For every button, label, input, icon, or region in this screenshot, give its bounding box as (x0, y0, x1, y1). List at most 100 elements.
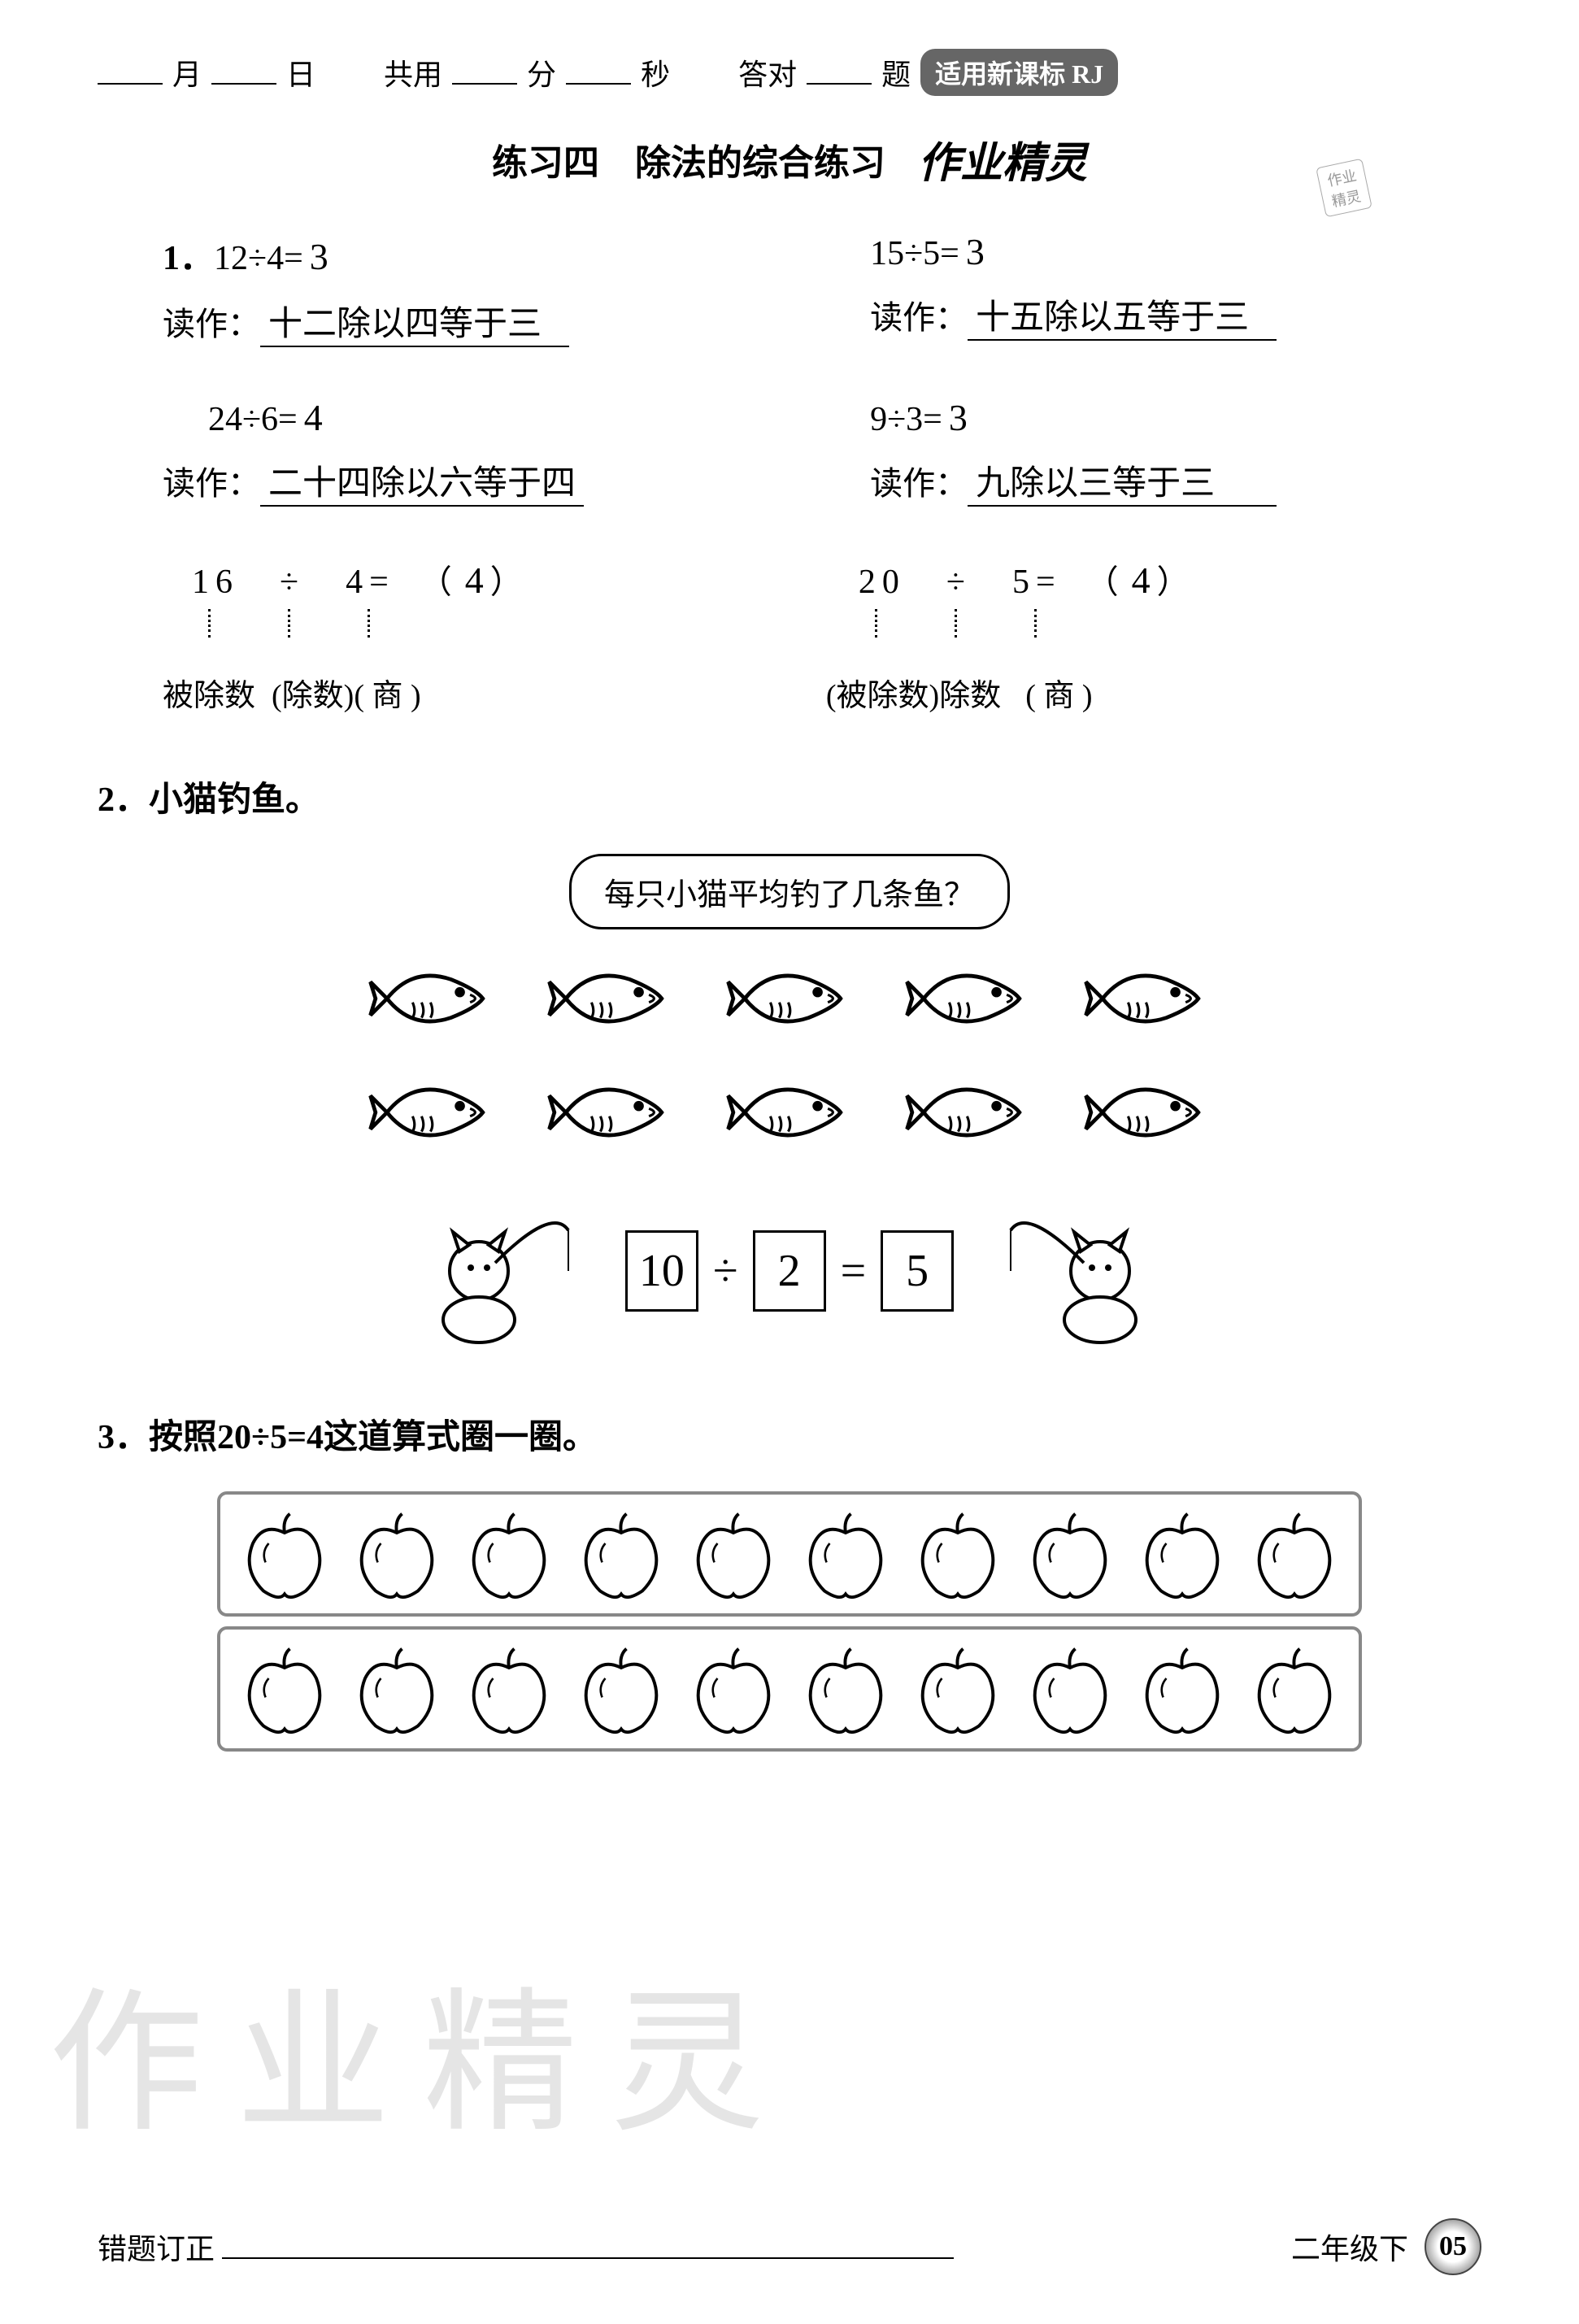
label-sec: 秒 (641, 51, 670, 94)
term2-label-3[interactable]: ( 商 ) (1025, 670, 1092, 715)
label-month: 月 (172, 51, 202, 94)
q1-ans-2[interactable]: 3 (966, 230, 985, 273)
edition-badge: 适用新课标 RJ (920, 49, 1118, 96)
term1-b: 4 (346, 563, 369, 602)
read-ans-3[interactable]: 二十四除以六等于四 (260, 455, 584, 507)
apple-row (217, 1491, 1362, 1617)
apple-icon (1017, 1501, 1123, 1607)
label-total: 共用 (384, 51, 442, 94)
blank-month[interactable] (98, 60, 163, 85)
read-label-3: 读作： (163, 457, 260, 504)
q1-ans-3[interactable]: 4 (304, 396, 323, 439)
apple-icon (344, 1501, 450, 1607)
term2-ans[interactable]: 4 (1132, 559, 1157, 602)
fish-icon (724, 1068, 855, 1157)
header-line: 月 日 共用 分 秒 答对 题 适用新课标 RJ (98, 49, 1481, 96)
read-ans-4[interactable]: 九除以三等于三 (968, 455, 1277, 507)
fish-icon (724, 954, 855, 1043)
blank-day[interactable] (211, 60, 276, 85)
eq-op: ÷ (713, 1245, 738, 1297)
label-correct: 答对 (738, 51, 797, 94)
fish-grid (98, 954, 1481, 1157)
label-day: 日 (286, 51, 315, 94)
read-ans-1[interactable]: 十二除以四等于三 (260, 296, 569, 347)
apple-icon (232, 1501, 337, 1607)
eq-box-b[interactable]: 2 (753, 1230, 826, 1312)
q2-title-text: 小猫钓鱼。 (149, 781, 320, 819)
term1-label-3[interactable]: ( 商 ) (354, 670, 420, 715)
blank-correct[interactable] (807, 60, 872, 85)
term2-b: 5 (1012, 563, 1036, 602)
q1-eq-4: 9÷3= (870, 400, 942, 439)
apple-icon (1242, 1636, 1347, 1742)
apple-icon (232, 1636, 337, 1742)
footer: 错题订正 二年级下 05 (98, 2218, 1481, 2275)
q2-number: 2． (98, 781, 149, 819)
term2-label-1[interactable]: (被除数) (826, 670, 939, 715)
apple-icon (1129, 1501, 1235, 1607)
apple-row (217, 1626, 1362, 1752)
page-number: 05 (1425, 2218, 1481, 2275)
q3-number: 3． (98, 1419, 149, 1456)
cat-icon (414, 1190, 576, 1352)
term2-a: 20 (859, 563, 906, 602)
blank-sec[interactable] (566, 60, 631, 85)
speech-bubble: 每只小猫平均钓了几条鱼？ (569, 854, 1010, 929)
apple-container (98, 1491, 1481, 1752)
read-ans-2[interactable]: 十五除以五等于三 (968, 289, 1277, 341)
question-3: 3．按照20÷5=4这道算式圈一圈。 (98, 1409, 1481, 1752)
apple-icon (793, 1636, 898, 1742)
q1-eq-2: 15÷5= (870, 234, 959, 273)
page-title: 练习四 除法的综合练习 (492, 133, 885, 185)
q1-ans-4[interactable]: 3 (949, 396, 968, 439)
apple-icon (905, 1636, 1011, 1742)
eq-eq: = (841, 1245, 867, 1297)
q3-title-text: 按照20÷5=4这道算式圈一圈。 (149, 1419, 597, 1456)
label-min: 分 (527, 51, 556, 94)
fish-row (367, 1068, 1212, 1157)
apple-icon (344, 1636, 450, 1742)
term1-a: 16 (192, 563, 239, 602)
apple-icon (681, 1636, 786, 1742)
watermark-big: 作业精灵 (49, 1938, 797, 2161)
cat-icon (1003, 1190, 1165, 1352)
term1-op: ÷ (280, 563, 305, 602)
err-blank[interactable] (222, 2257, 954, 2259)
fish-icon (903, 954, 1033, 1043)
label-ti: 题 (881, 51, 911, 94)
apple-icon (456, 1636, 562, 1742)
apple-icon (1129, 1636, 1235, 1742)
blank-min[interactable] (452, 60, 517, 85)
term2-label-2: 除数 (939, 670, 1001, 715)
grade-label: 二年级下 (1291, 2226, 1408, 2268)
term2-eq: = (1036, 563, 1062, 602)
apple-icon (1242, 1501, 1347, 1607)
term1-label-2[interactable]: (除数) (272, 670, 354, 715)
fish-icon (903, 1068, 1033, 1157)
read-label-1: 读作： (163, 298, 260, 345)
read-label-2: 读作： (870, 291, 968, 338)
apple-icon (456, 1501, 562, 1607)
fish-icon (546, 954, 676, 1043)
fish-icon (367, 954, 497, 1043)
fish-row (367, 954, 1212, 1043)
q1-eq-1: 12÷4= (214, 239, 303, 278)
apple-icon (905, 1501, 1011, 1607)
page-title-row: 练习四 除法的综合练习 作业精灵 (98, 128, 1481, 189)
q1-number: 1． (163, 230, 214, 280)
term1-ans[interactable]: 4 (465, 559, 490, 602)
stamp-icon: 作业 精灵 (1316, 159, 1372, 218)
fish-icon (1082, 1068, 1212, 1157)
question-2: 2．小猫钓鱼。 每只小猫平均钓了几条鱼？ (98, 772, 1481, 1352)
q1-ans-1[interactable]: 3 (310, 235, 328, 278)
term2-op: ÷ (946, 563, 972, 602)
apple-icon (568, 1636, 674, 1742)
apple-icon (681, 1501, 786, 1607)
apple-icon (793, 1501, 898, 1607)
eq-box-a[interactable]: 10 (625, 1230, 698, 1312)
err-label: 错题订正 (98, 2233, 215, 2265)
q1-eq-3: 24÷6= (208, 400, 298, 439)
term1-eq: = (369, 563, 395, 602)
eq-box-c[interactable]: 5 (881, 1230, 954, 1312)
fish-icon (546, 1068, 676, 1157)
